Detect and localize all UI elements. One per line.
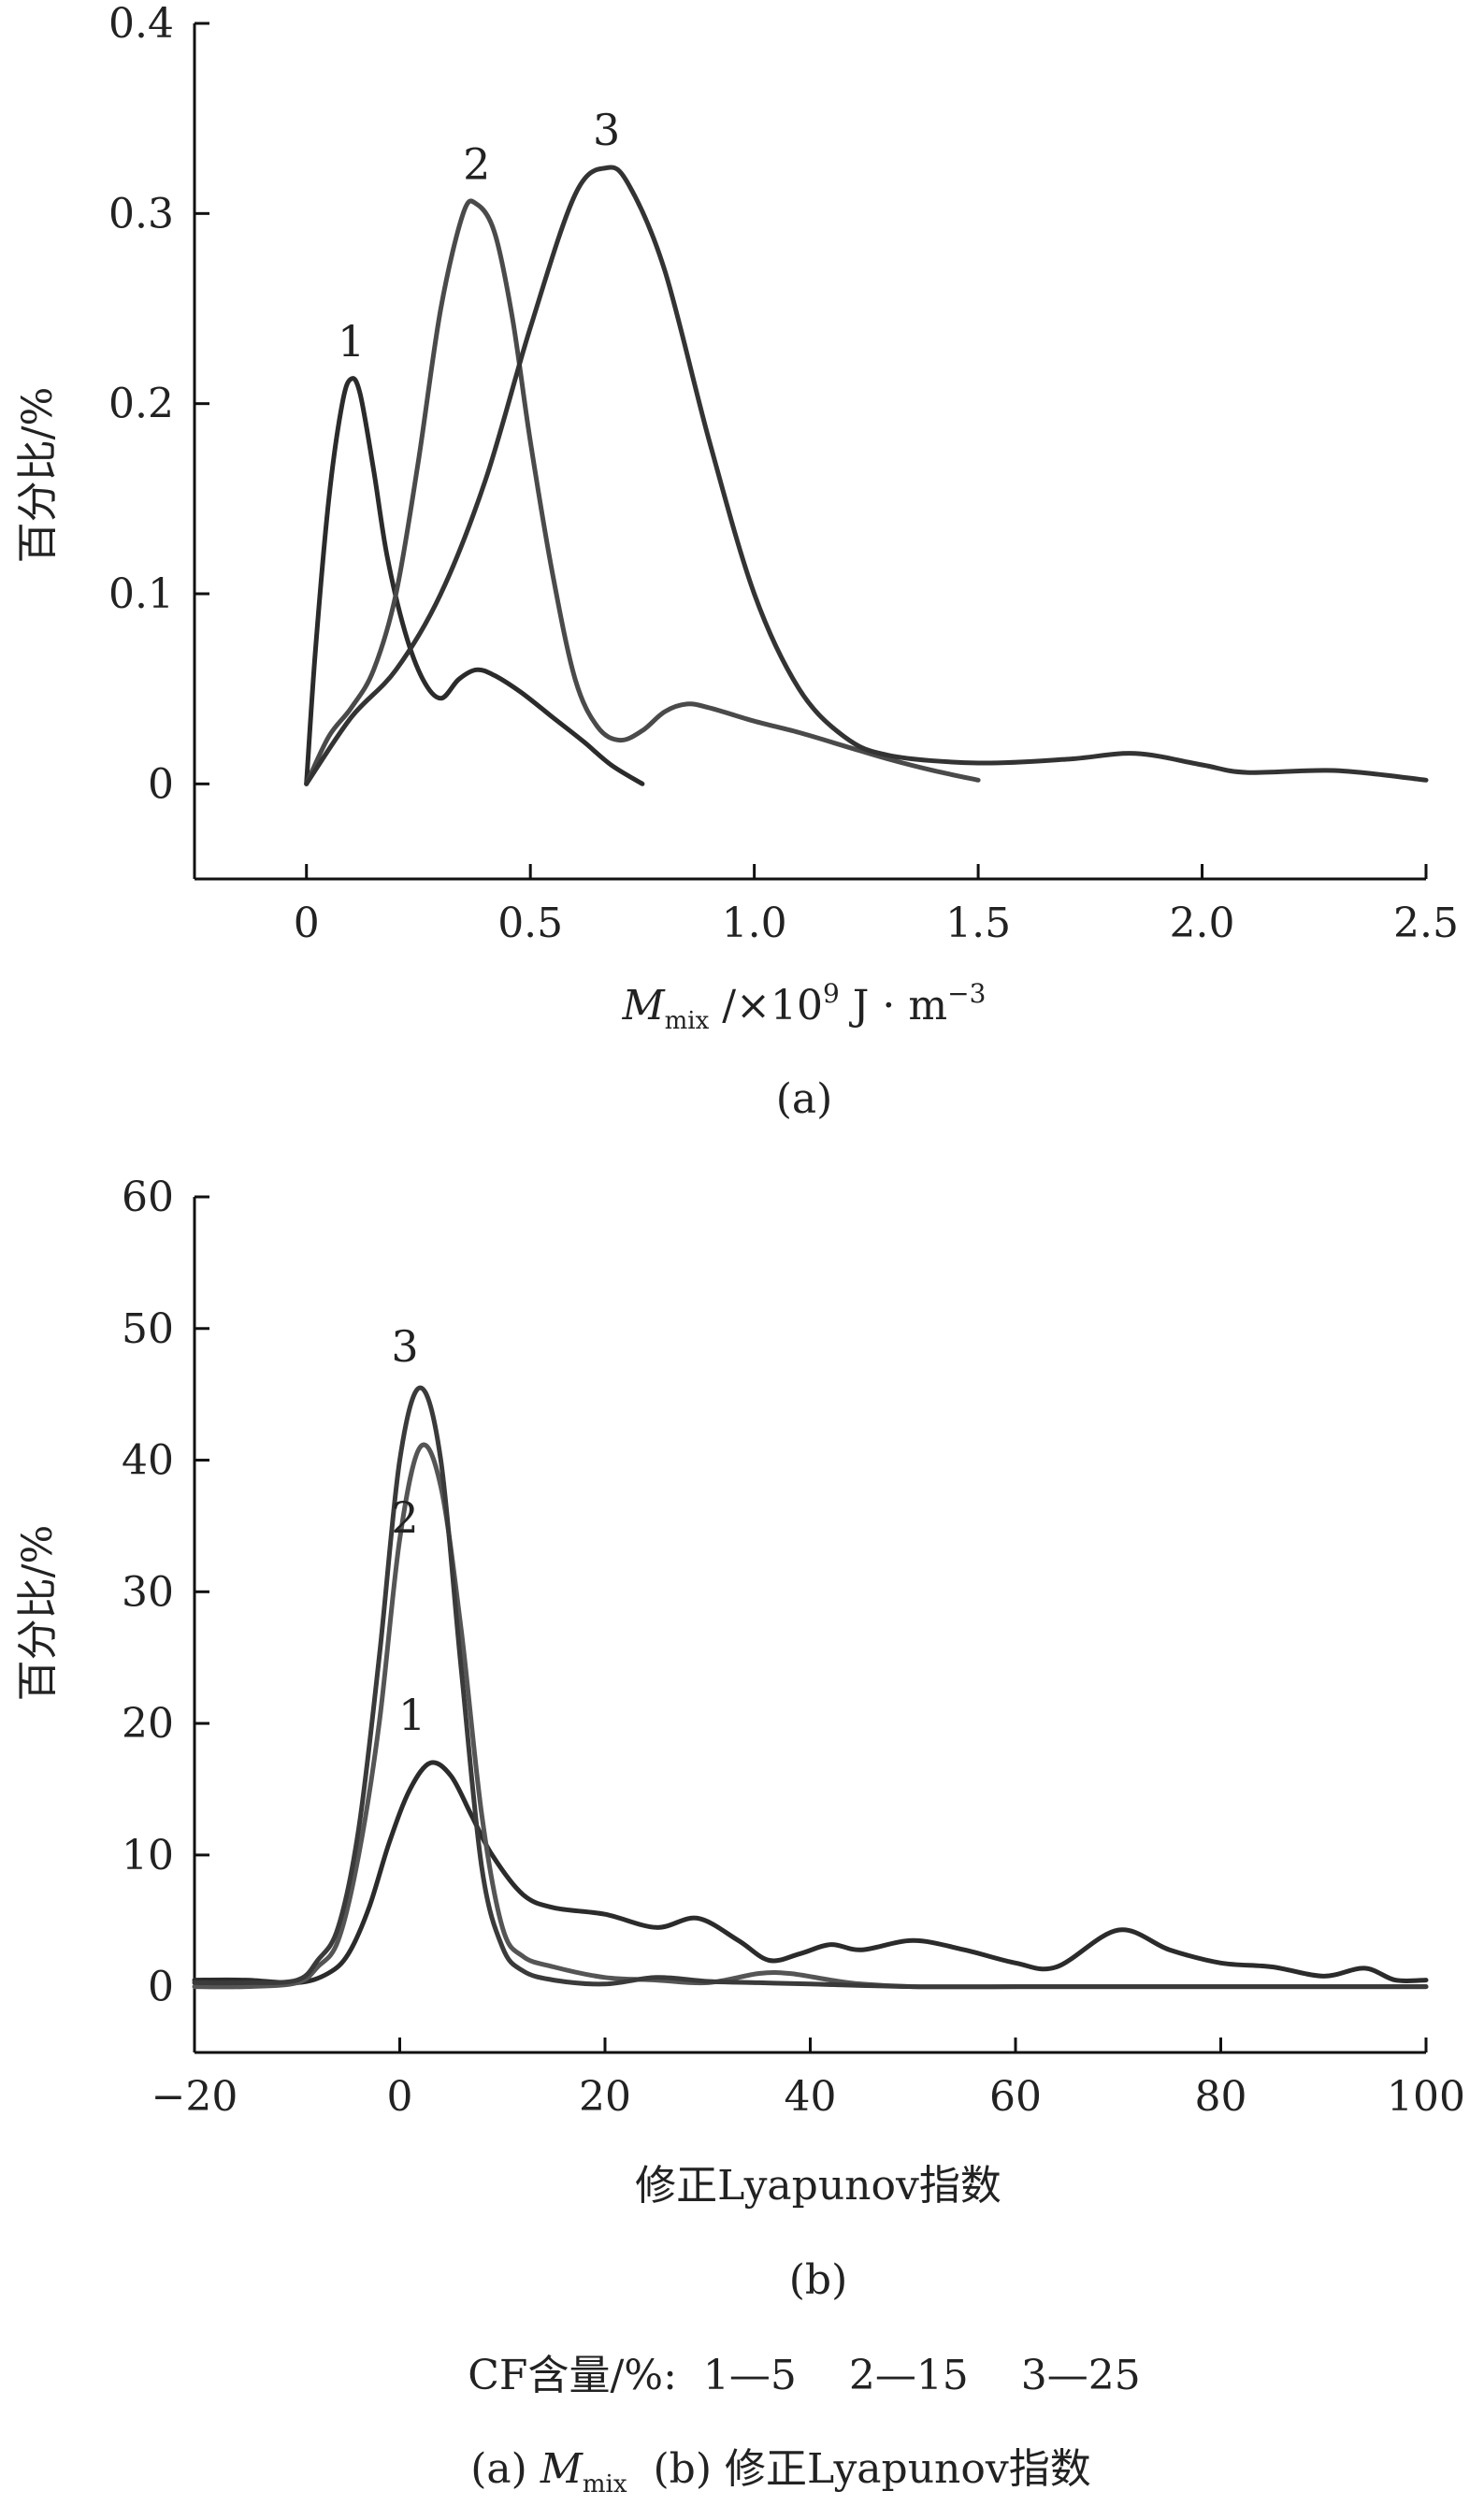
panel-a-y-tick-label: 0.1	[108, 570, 174, 618]
panel-b-series-2-line	[192, 1442, 1429, 1990]
legend-note: CF含量/%: 1—5 2—15 3—25	[468, 2352, 1140, 2399]
panel-b-series-3-line	[192, 1385, 1429, 1990]
panel-b-x-tick-label: 0	[387, 2073, 413, 2121]
panel-b-x-tick-label: 40	[785, 2073, 837, 2121]
panel-a-x-tick-label: 0.5	[497, 900, 563, 947]
panel-a-curve-label-2: 2	[463, 139, 490, 190]
panel-a-series-2-line	[304, 198, 981, 786]
panel-a-x-tick-label: 0	[294, 900, 320, 947]
panel-b-series	[192, 1385, 1429, 1990]
panel-a-xlabel-sup1: 9	[823, 978, 840, 1009]
panel-a-series-3-line	[304, 165, 1429, 786]
panel-b-y-tick-label: 50	[122, 1305, 174, 1353]
panel-b-y-tick-label: 0	[148, 1964, 174, 2011]
panel-b-x-tick-label: 20	[579, 2073, 631, 2121]
panel-a-series	[304, 165, 1429, 786]
figure-caption: (a) Mmix (b) 修正Lyapunov指数	[470, 2445, 1090, 2498]
panel-a-x-ticks: 0 0.5 1.0 1.5 2.0 2.5	[294, 864, 1459, 947]
panel-b-curve-label-2: 2	[391, 1492, 418, 1543]
panel-b-x-tick-label: 100	[1387, 2073, 1465, 2121]
panel-a-y-tick-label: 0.4	[108, 0, 174, 48]
panel-a-y-tick-label: 0.3	[108, 190, 174, 238]
panel-a-annotations: 1 2 3	[338, 105, 620, 367]
panel-a-x-tick-label: 1.5	[945, 900, 1011, 947]
panel-b-y-tick-label: 20	[122, 1700, 174, 1748]
panel-a-x-tick-label: 2.5	[1393, 900, 1459, 947]
figure-caption-a-prefix: (a)	[470, 2445, 540, 2493]
panel-b-x-tick-label: −20	[151, 2073, 238, 2121]
panel-b-x-axis-label: 修正Lyapunov指数	[635, 2162, 1001, 2210]
panel-b-axes	[193, 1197, 1426, 2054]
panel-b-series-1-line	[192, 1760, 1429, 1986]
figure-caption-b: (b) 修正Lyapunov指数	[654, 2445, 1091, 2493]
panel-a-xlabel-sup2: −3	[947, 978, 986, 1009]
panel-b-annotations: 3 2 1	[391, 1321, 425, 1740]
panel-a: 0 0.5 1.0 1.5 2.0 2.5 0 0.1 0.2 0.3 0.4 1 2 3 百分比/%…	[14, 0, 1459, 1123]
panel-a-x-tick-label: 1.0	[722, 900, 787, 947]
panel-a-series-1-line	[304, 376, 645, 786]
panel-a-caption: (a)	[776, 1075, 833, 1123]
panel-a-axes	[193, 23, 1426, 881]
panel-a-xlabel-unit: J · m	[840, 982, 947, 1030]
panel-a-xlabel-sub: mix	[665, 1007, 710, 1035]
panel-b-y-tick-label: 40	[122, 1437, 174, 1485]
panel-a-xlabel-mid: /×10	[709, 982, 823, 1030]
panel-a-curve-label-3: 3	[593, 105, 620, 155]
panel-a-curve-label-1: 1	[338, 316, 365, 367]
panel-a-y-axis-label: 百分比/%	[14, 387, 62, 564]
figure-caption-a-sub: mix	[583, 2470, 627, 2498]
panel-b-curve-label-3: 3	[391, 1321, 418, 1372]
panel-b-y-ticks: 0 10 20 30 40 50 60	[122, 1174, 209, 2011]
panel-b-y-axis-label: 百分比/%	[14, 1525, 62, 1702]
panel-b-x-tick-label: 60	[989, 2073, 1042, 2121]
panel-a-y-ticks: 0 0.1 0.2 0.3 0.4	[108, 0, 209, 808]
panel-b-y-tick-label: 30	[122, 1568, 174, 1616]
panel-b-curve-label-1: 1	[398, 1690, 425, 1740]
panel-a-y-tick-label: 0.2	[108, 381, 174, 428]
figure-caption-a-main: M	[540, 2445, 584, 2493]
panel-b-x-ticks: −20 0 20 40 60 80 100	[151, 2038, 1465, 2121]
panel-b-y-tick-label: 10	[122, 1832, 174, 1879]
panel-a-x-tick-label: 2.0	[1170, 900, 1235, 947]
panel-b-caption: (b)	[789, 2256, 848, 2304]
panel-a-x-axis-label: Mmix /×109 J · m−3	[622, 978, 987, 1035]
panel-b-x-tick-label: 80	[1195, 2073, 1247, 2121]
panel-a-y-tick-label: 0	[148, 760, 174, 808]
panel-b-y-tick-label: 60	[122, 1174, 174, 1221]
panel-a-xlabel-main: M	[622, 982, 666, 1030]
